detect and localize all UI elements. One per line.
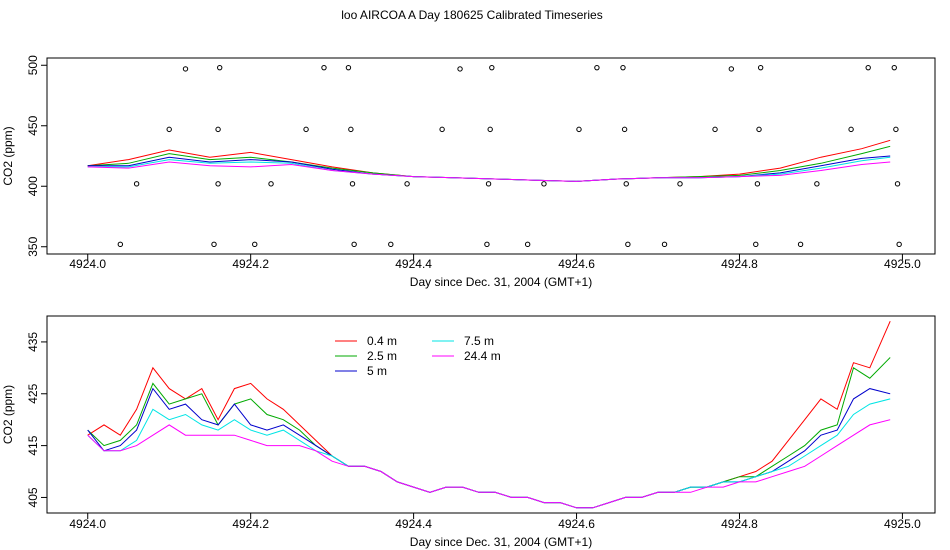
outlier-point	[303, 126, 309, 133]
outlier-point	[621, 126, 628, 133]
x-tick-label: 4925.0	[884, 257, 921, 271]
outlier-point	[487, 126, 493, 133]
outlier-point	[349, 181, 356, 187]
outlier-point	[620, 64, 626, 71]
x-tick-label: 4924.8	[721, 517, 758, 531]
x-axis-label: Day since Dec. 31, 2004 (GMT+1)	[410, 275, 592, 289]
y-tick-label: 425	[26, 383, 40, 403]
x-axis-label: Day since Dec. 31, 2004 (GMT+1)	[410, 535, 592, 549]
x-tick-label: 4924.0	[69, 517, 106, 531]
y-tick-label: 500	[26, 55, 40, 75]
outlier-point	[252, 241, 258, 248]
y-tick-label: 405	[26, 487, 40, 507]
x-tick-label: 4924.6	[558, 517, 595, 531]
outlier-point	[268, 181, 274, 187]
outlier-point	[576, 126, 582, 133]
outlier-point	[893, 126, 899, 133]
y-tick-label: 400	[26, 176, 40, 196]
outlier-point	[891, 64, 897, 71]
series-line-7-5-m	[87, 398, 891, 509]
x-tick-label: 4924.8	[721, 257, 758, 271]
outlier-point	[485, 181, 492, 187]
outlier-point	[117, 241, 124, 248]
outlier-point	[754, 181, 761, 187]
y-axis-label: CO2 (ppm)	[1, 126, 15, 185]
x-tick-label: 4924.0	[69, 257, 106, 271]
x-tick-label: 4924.4	[395, 517, 432, 531]
y-tick-label: 350	[26, 236, 40, 256]
outlier-point	[712, 126, 718, 133]
outlier-point	[753, 241, 759, 248]
outlier-point	[865, 64, 871, 71]
x-tick-label: 4924.4	[395, 257, 432, 271]
series-line-24-4-m	[87, 161, 891, 182]
y-tick-label: 435	[26, 332, 40, 352]
outlier-point	[215, 181, 221, 187]
plot-frame	[46, 315, 936, 514]
outlier-point	[321, 64, 327, 71]
figure-title: loo AIRCOA A Day 180625 Calibrated Times…	[341, 8, 602, 22]
outlier-point	[728, 66, 735, 72]
y-tick-label: 450	[26, 115, 40, 135]
legend-label: 5 m	[367, 364, 387, 378]
outlier-point	[345, 64, 352, 71]
plot-frame	[46, 57, 936, 255]
outlier-point	[623, 181, 629, 187]
legend-label: 0.4 m	[367, 334, 397, 348]
x-tick-label: 4924.2	[232, 517, 269, 531]
series-line-24-4-m	[87, 419, 891, 509]
x-tick-label: 4924.6	[558, 257, 595, 271]
x-tick-label: 4925.0	[884, 517, 921, 531]
outlier-point	[594, 64, 600, 71]
x-tick-label: 4924.2	[232, 257, 269, 271]
outlier-point	[133, 181, 140, 187]
legend-label: 2.5 m	[367, 349, 397, 363]
top-panel: 4924.0 4924.2 4924.4 4924.6 4924.8 4925.0 Day …	[1, 55, 936, 289]
outlier-point	[182, 66, 189, 72]
outlier-point	[489, 64, 495, 71]
legend-label: 24.4 m	[464, 349, 501, 363]
outlier-point	[215, 126, 221, 133]
outlier-point	[541, 181, 547, 187]
outlier-point	[524, 241, 531, 248]
outlier-point	[757, 64, 764, 71]
outlier-point	[404, 181, 410, 187]
outlier-point	[848, 126, 854, 133]
series-line-2-5-m	[87, 357, 891, 509]
outlier-point	[814, 181, 820, 187]
legend-label: 7.5 m	[464, 334, 494, 348]
outlier-point	[166, 126, 172, 133]
y-axis-label: CO2 (ppm)	[1, 385, 15, 444]
outlier-point	[211, 241, 217, 248]
outlier-point	[351, 241, 357, 248]
bottom-panel: 4924.0 4924.2 4924.4 4924.6 4924.8 4925.0 Day …	[1, 315, 936, 549]
outlier-point	[894, 181, 901, 187]
outlier-point	[896, 241, 902, 248]
outlier-point	[217, 64, 223, 71]
outlier-point	[484, 241, 490, 248]
outlier-point	[677, 181, 683, 187]
outlier-point	[625, 241, 631, 248]
outlier-point	[797, 241, 804, 248]
outlier-point	[348, 126, 354, 133]
outlier-point	[661, 241, 668, 248]
outlier-point	[388, 241, 394, 248]
outlier-point	[439, 126, 445, 133]
outlier-point	[457, 66, 463, 72]
y-tick-label: 415	[26, 435, 40, 455]
outlier-point	[756, 126, 762, 133]
